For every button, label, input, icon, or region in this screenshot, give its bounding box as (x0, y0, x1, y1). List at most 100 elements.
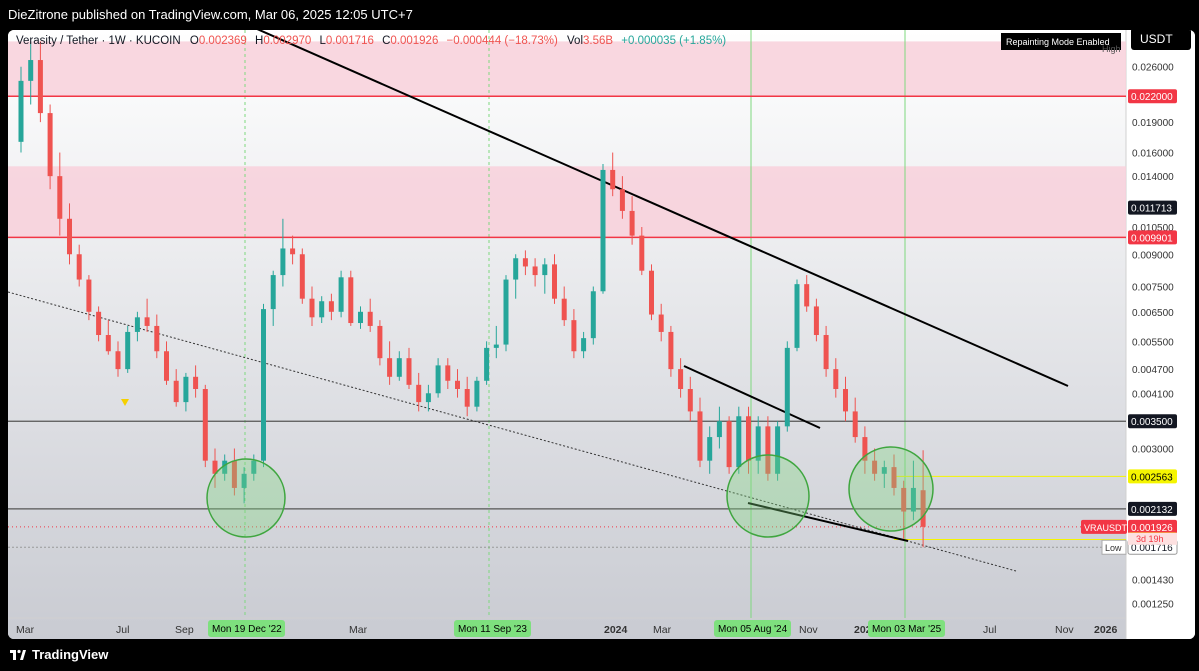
time-axis-label: Nov (1055, 624, 1074, 636)
level-badge-0.001926 (1128, 519, 1177, 534)
accumulation-circle-2[interactable] (726, 454, 810, 538)
symbol-tag (1081, 519, 1127, 534)
candle-body (387, 358, 393, 377)
price-level-labels: 0.022000 0.011713 0.009901 0.003500 0.002563… (1081, 89, 1178, 555)
horizontal-levels (8, 95, 1126, 548)
candle-body (231, 460, 237, 488)
candle-body (590, 291, 596, 339)
candle-body (18, 80, 24, 142)
candle-body (571, 320, 577, 352)
candle-body (649, 270, 654, 315)
price-tick-label: 0.026000 (1132, 63, 1174, 74)
date-highlight-lines (244, 30, 906, 618)
price-tick-label: 0.001250 (1132, 599, 1174, 610)
candle-body (484, 347, 490, 381)
level-badge-text: 0.003500 (1131, 417, 1173, 428)
time-axis-label: Nov (799, 624, 818, 636)
candle-body (202, 388, 208, 461)
candle-body (765, 426, 771, 474)
price-tick-label: 0.014000 (1132, 172, 1174, 183)
candle-body (639, 235, 645, 271)
candle-body (134, 317, 140, 332)
candle-body (784, 347, 790, 427)
candle-body (619, 189, 625, 211)
candle-body (843, 388, 848, 412)
candle-body (552, 264, 557, 299)
candle-body (173, 380, 179, 403)
resistance-zone-2 (8, 166, 1126, 238)
candle-body (338, 277, 344, 312)
date-badge (714, 620, 791, 637)
candle-body (455, 380, 460, 389)
candle-body (125, 331, 131, 370)
resistance-zones (8, 41, 1126, 238)
candle-body (532, 266, 538, 276)
chart-frame[interactable]: 0.0300000.0260000.0190000.0160000.014000… (8, 30, 1195, 639)
time-axis-label: Mar (653, 624, 672, 636)
countdown-text: 3d 19h (1136, 534, 1164, 544)
descending-resistance-trendline[interactable] (248, 30, 1069, 387)
candle-body (707, 437, 713, 461)
price-axis-ticks: 0.0300000.0260000.0190000.0160000.014000… (1132, 37, 1174, 610)
wedge-lower-line[interactable] (747, 502, 909, 542)
candle-body (668, 331, 674, 370)
candle-body (716, 421, 722, 438)
candle-body (561, 298, 567, 321)
level-badge-text: 0.001716 (1131, 543, 1173, 554)
accumulation-circle-1[interactable] (206, 458, 286, 538)
low-badge (1101, 539, 1127, 555)
candle-body (37, 60, 43, 114)
candle-body (910, 487, 916, 512)
candle-body (144, 317, 150, 326)
date-badge-text: Mon 05 Aug '24 (718, 624, 788, 635)
time-axis-label: 2026 (1094, 624, 1118, 636)
level-badge-0.022000 (1128, 89, 1177, 104)
candle-body (270, 275, 276, 310)
candle-body (881, 467, 887, 474)
candle-body (212, 460, 218, 474)
candle-body (872, 460, 878, 474)
candle-body (581, 338, 587, 352)
candle-body (86, 279, 92, 312)
candles-group (18, 41, 926, 548)
candle-body (610, 169, 616, 190)
price-tick-label: 0.009000 (1132, 250, 1174, 261)
price-tick-label: 0.005500 (1132, 337, 1174, 348)
low-badge-text: Low (1105, 543, 1122, 553)
date-badge-text: Mon 03 Mar '25 (872, 624, 942, 635)
level-badge-text: 0.002563 (1131, 472, 1173, 483)
candle-body (96, 311, 102, 336)
publisher-bar: DieZitrone published on TradingView.com,… (0, 0, 1199, 30)
candle-body (241, 473, 247, 488)
candle-body (367, 311, 373, 326)
candle-body (47, 113, 53, 177)
signal-marker-icon (121, 399, 129, 406)
candle-body (406, 358, 412, 385)
candle-body (746, 416, 751, 461)
date-badge (208, 620, 285, 637)
price-tick-label: 0.001430 (1132, 575, 1174, 586)
candle-body (833, 369, 839, 389)
high-label: High (1102, 44, 1121, 54)
date-badge (454, 620, 531, 637)
candle-body (852, 411, 858, 438)
candlestick-chart[interactable]: 0.0300000.0260000.0190000.0160000.014000… (8, 30, 1195, 639)
tradingview-brand: TradingView (32, 647, 109, 662)
price-tick-label: 0.004100 (1132, 389, 1174, 400)
price-tick-label: 0.004700 (1132, 365, 1174, 376)
time-axis-label: Jul (116, 624, 129, 636)
candle-body (755, 426, 761, 461)
candle-body (299, 254, 305, 299)
publisher-text: DieZitrone published on TradingView.com,… (8, 7, 413, 22)
currency-button[interactable] (1131, 30, 1191, 50)
candle-body (164, 351, 169, 381)
candle-body (493, 344, 499, 348)
candle-body (687, 388, 693, 412)
resistance-zone-1 (8, 41, 1126, 97)
wedge-upper-line[interactable] (683, 365, 821, 429)
accumulation-circle-3[interactable] (848, 446, 934, 532)
candle-body (629, 210, 635, 236)
time-axis-label: Mar (16, 624, 35, 636)
candle-body (105, 335, 111, 352)
date-badge-text: Mon 19 Dec '22 (212, 624, 282, 635)
